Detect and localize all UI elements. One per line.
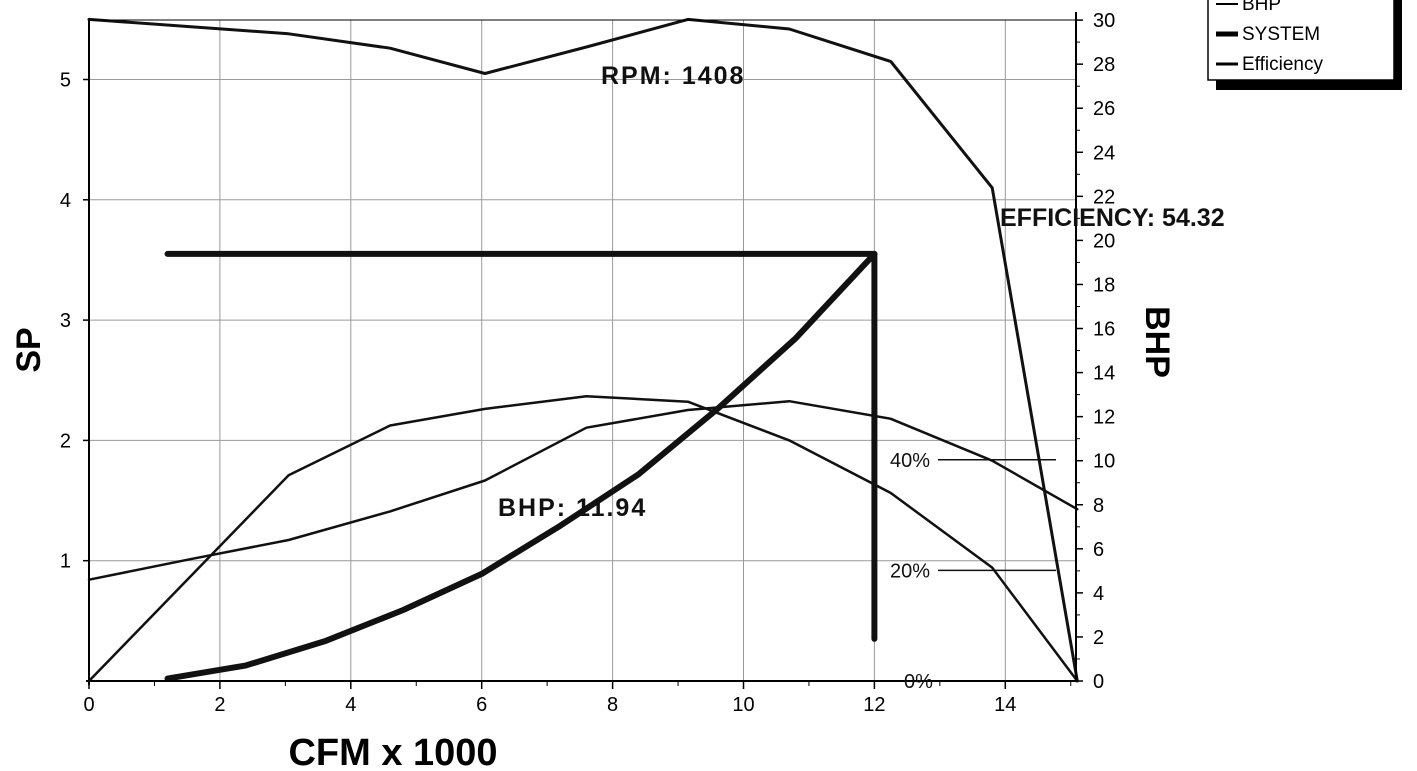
y2-tick-label: 22 (1093, 186, 1115, 208)
x-tick-label: 6 (476, 694, 487, 716)
efficiency-scale-label: 0% (904, 671, 933, 693)
legend: BHP SYSTEM Efficiency (1207, 0, 1402, 90)
y2-tick-label: 26 (1093, 98, 1115, 120)
bhp-annotation: BHP: 11.94 (498, 494, 647, 522)
series-line-efficiency (87, 394, 1079, 683)
y-tick-label: 4 (60, 190, 71, 212)
legend-label-efficiency: Efficiency (1242, 54, 1323, 75)
y2-tick-label: 12 (1093, 407, 1115, 429)
x-tick-label: 10 (732, 694, 754, 716)
y-axis-title: SP (10, 327, 48, 372)
y2-tick-label: 28 (1093, 54, 1115, 76)
efficiency-scale-label: 40% (890, 450, 930, 472)
y2-tick-label: 0 (1093, 671, 1104, 693)
legend-box (1207, 0, 1395, 81)
y-tick-label: 3 (60, 310, 71, 332)
y2-tick-label: 20 (1093, 230, 1115, 252)
axes (83, 12, 1083, 689)
y-tick-label: 5 (60, 70, 71, 92)
x-tick-label: 12 (863, 694, 885, 716)
y-tick-label: 1 (60, 551, 71, 573)
x-tick-label: 2 (214, 694, 225, 716)
legend-label-bhp: BHP (1242, 0, 1281, 15)
y2-tick-label: 2 (1093, 627, 1104, 649)
y2-tick-label: 10 (1093, 451, 1115, 473)
rpm-annotation: RPM: 1408 (601, 62, 745, 90)
efficiency-annotation: EFFICIENCY: 54.32 (1000, 204, 1225, 232)
y2-tick-label: 4 (1093, 583, 1104, 605)
series-line-sp (87, 17, 1079, 683)
x-axis-title: CFM x 1000 (288, 732, 497, 771)
series-lines (87, 17, 1079, 683)
y-tick-label: 2 (60, 430, 71, 452)
x-tick-label: 0 (83, 694, 94, 716)
y2-tick-label: 14 (1093, 363, 1115, 385)
y2-axis-title: BHP (1138, 306, 1176, 378)
y2-tick-label: 18 (1093, 274, 1115, 296)
y2-tick-label: 30 (1093, 10, 1115, 32)
series-line-bhp (87, 399, 1079, 581)
tick-labels: 0 2 4 6 8 10 12 1412345024681012141618202224262… (60, 10, 1115, 716)
y2-tick-label: 24 (1093, 142, 1115, 164)
x-tick-label: 14 (994, 694, 1016, 716)
x-tick-label: 4 (345, 694, 356, 716)
y2-tick-label: 8 (1093, 495, 1104, 517)
y2-tick-label: 6 (1093, 539, 1104, 561)
legend-label-system: SYSTEM (1242, 24, 1320, 45)
series-line-system (164, 250, 878, 682)
x-tick-label: 8 (607, 694, 618, 716)
efficiency-scale-label: 20% (890, 560, 930, 582)
y2-tick-label: 16 (1093, 319, 1115, 341)
